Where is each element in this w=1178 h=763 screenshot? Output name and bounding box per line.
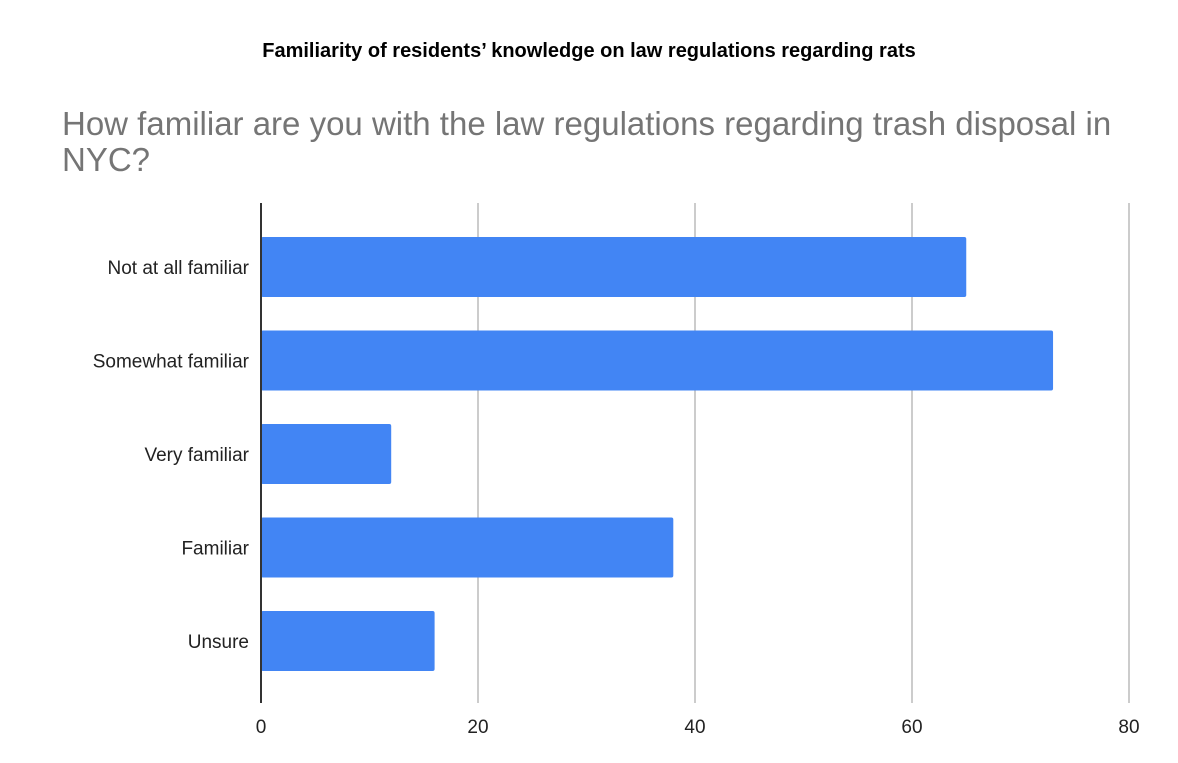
category-labels: Not at all familiar Somewhat familiar Very…	[93, 258, 250, 653]
x-tick-label: 20	[467, 717, 488, 738]
x-tick-label: 40	[684, 717, 705, 738]
x-tick-labels: 0 20 40 60 80	[256, 717, 1140, 738]
bar	[261, 424, 391, 484]
bar	[261, 518, 673, 578]
category-label: Familiar	[181, 539, 249, 560]
bar	[261, 611, 435, 671]
x-tick-label: 60	[901, 717, 922, 738]
x-tick-label: 0	[256, 717, 267, 738]
category-label: Not at all familiar	[108, 258, 250, 279]
x-tick-label: 80	[1118, 717, 1139, 738]
category-label: Very familiar	[144, 445, 249, 466]
category-label: Somewhat familiar	[93, 352, 250, 373]
bar	[261, 331, 1053, 391]
category-label: Unsure	[188, 632, 249, 653]
bars	[261, 237, 1053, 671]
bar	[261, 237, 966, 297]
